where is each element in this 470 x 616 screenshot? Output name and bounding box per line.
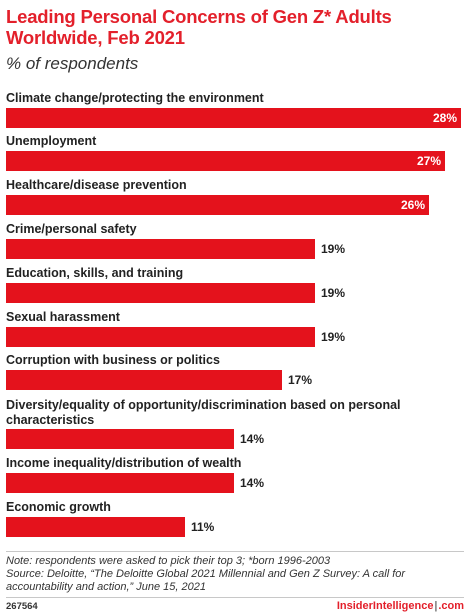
category-label: Climate change/protecting the environmen… (6, 91, 264, 105)
value-label: 11% (191, 520, 215, 534)
chart-notes: Note: respondents were asked to pick the… (6, 555, 466, 594)
bar (6, 239, 315, 259)
bar (6, 108, 461, 128)
value-label: 27% (416, 154, 441, 168)
note-text: Note: respondents were asked to pick the… (6, 555, 331, 567)
bar (6, 429, 234, 449)
category-label: Healthcare/disease prevention (6, 178, 187, 192)
bar (6, 370, 282, 390)
category-label: Corruption with business or politics (6, 353, 220, 367)
category-label: Unemployment (6, 134, 97, 148)
chart-id: 267564 (6, 601, 38, 612)
value-label: 17% (288, 373, 313, 387)
source-text: Source: Deloitte, “The Deloitte Global 2… (6, 568, 406, 593)
bar (6, 517, 185, 537)
value-label: 19% (321, 330, 346, 344)
value-label: 19% (321, 286, 346, 300)
brand-separator-icon: | (434, 600, 438, 612)
chart-title: Leading Personal Concerns of Gen Z* Adul… (6, 6, 392, 48)
bar (6, 195, 429, 215)
value-label: 28% (432, 111, 457, 125)
bar (6, 151, 445, 171)
footer-divider (6, 551, 464, 552)
category-label: Crime/personal safety (6, 222, 137, 236)
category-label: Education, skills, and training (6, 266, 184, 280)
bar (6, 283, 315, 303)
bar (6, 473, 234, 493)
value-label: 14% (240, 476, 265, 490)
category-label: Sexual harassment (6, 310, 120, 324)
value-label: 19% (321, 242, 346, 256)
footer-bottom-divider (6, 597, 464, 598)
chart-subtitle: % of respondents (6, 54, 139, 73)
brand-name: InsiderIntelligence (336, 600, 434, 612)
bar (6, 327, 315, 347)
category-label: Economic growth (6, 500, 111, 514)
category-label: Diversity/equality of opportunity/discri… (6, 398, 401, 427)
category-label: Income inequality/distribution of wealth (6, 456, 242, 470)
brand-domain: .com (438, 600, 464, 612)
brand-logo: InsiderIntelligence|.com (337, 600, 464, 612)
value-label: 14% (240, 432, 265, 446)
value-label: 26% (400, 198, 425, 212)
